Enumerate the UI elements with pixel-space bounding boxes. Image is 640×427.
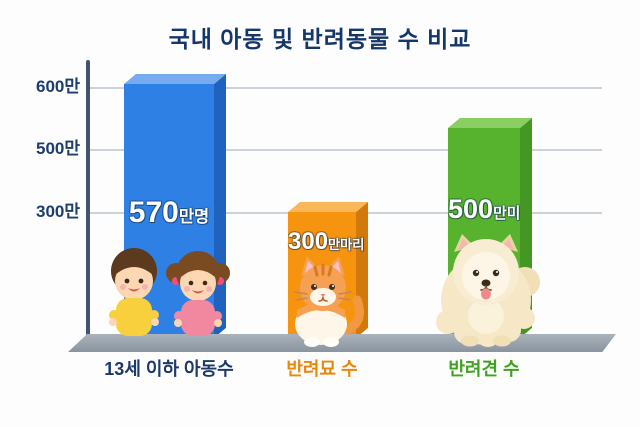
gridline-500 [90, 149, 602, 151]
bar-dogs-value-unit: 만미 [493, 206, 521, 222]
bar-cats-value-unit: 만마리 [328, 237, 365, 252]
bar-children-value-label: 570만명 [124, 196, 214, 230]
children-illustration [109, 248, 230, 336]
dog-illustration [436, 234, 540, 347]
bar-children-value-unit: 만명 [178, 208, 210, 226]
category-label-cats: 반려묘 수 [286, 359, 358, 379]
y-tick-600: 600만 [35, 77, 80, 96]
boy-figure [109, 248, 159, 336]
y-tick-300: 300만 [35, 202, 80, 221]
chart-title: 국내 아동 및 반려동물 수 비교 [168, 26, 472, 52]
bar-cats-value-number: 300 [288, 228, 329, 255]
category-label-dogs: 반려견 수 [448, 359, 520, 379]
bar-cats-value-label: 300만마리 [288, 228, 364, 256]
cat-illustration [294, 256, 364, 347]
bar-children-value-number: 570 [128, 196, 179, 229]
bar-children-top-face [124, 74, 226, 84]
y-axis-line [86, 60, 90, 342]
bar-dogs-value-number: 500 [448, 194, 494, 224]
category-label-children: 13세 이하 아동수 [104, 359, 234, 379]
y-tick-500: 500만 [35, 139, 80, 158]
girl-figure [166, 251, 230, 336]
bar-dogs-top-face [448, 118, 532, 128]
bar-dogs-value-label: 500만미 [448, 194, 520, 225]
gridline-600 [90, 87, 602, 89]
bar-cats-top-face [288, 202, 368, 212]
